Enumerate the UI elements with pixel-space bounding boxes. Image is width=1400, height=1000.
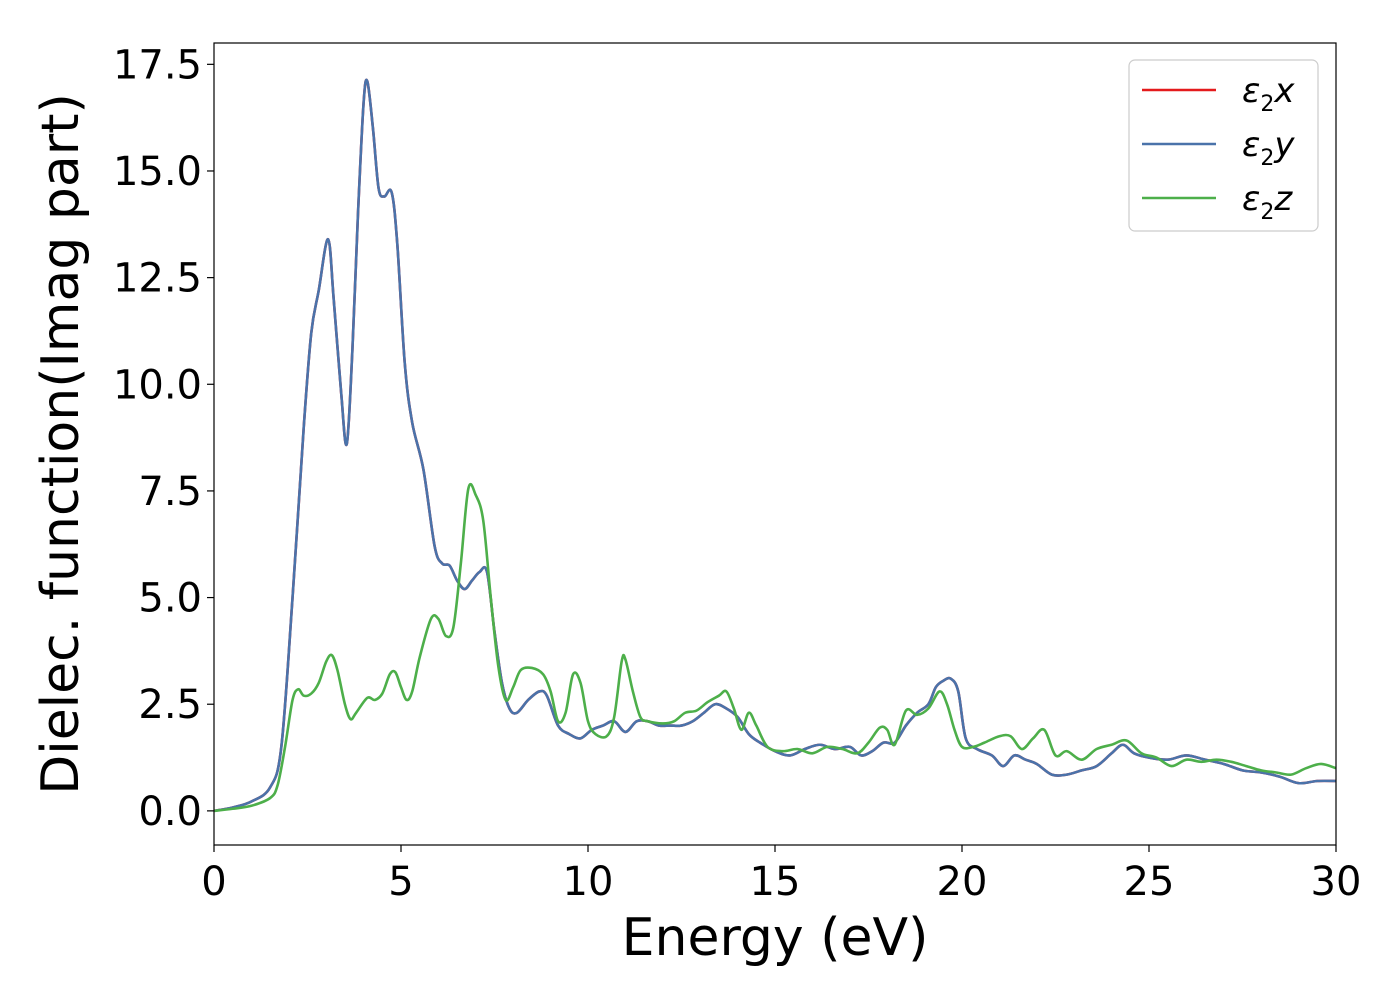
x-tick-label: 0: [201, 859, 226, 905]
legend-label-y: ε2y: [1242, 125, 1295, 171]
y-tick-label: 10.0: [113, 362, 202, 408]
x-tick-label: 5: [388, 859, 413, 905]
legend-box: [1128, 59, 1319, 232]
y-tick-label: 2.5: [138, 682, 202, 728]
legend-label-x: ε2x: [1242, 71, 1295, 117]
y-tick-label: 12.5: [113, 256, 202, 302]
y-tick-label: 17.5: [113, 42, 202, 88]
x-tick-label: 30: [1311, 859, 1362, 905]
legend: ε2x ε2y ε2z: [1128, 59, 1319, 232]
x-tick-label: 20: [937, 859, 988, 905]
series-line-z: [214, 482, 1336, 813]
legend-label-z: ε2z: [1242, 179, 1293, 225]
x-axis-title: Energy (eV): [622, 908, 929, 968]
series-layer: [214, 78, 1336, 813]
x-tick-label: 10: [563, 859, 614, 905]
y-tick-label: 7.5: [138, 469, 202, 515]
x-tick-label: 15: [750, 859, 801, 905]
y-axis-title: Dielec. function(Imag part): [31, 93, 91, 795]
y-tick-label: 15.0: [113, 149, 202, 195]
x-axis: 0 5 10 15 20 25 30: [201, 845, 1361, 905]
y-tick-label: 5.0: [138, 576, 202, 622]
x-tick-label: 25: [1124, 859, 1175, 905]
y-tick-label: 0.0: [138, 789, 202, 835]
y-axis: 0.0 2.5 5.0 7.5 10.0 12.5 15.0 17.5: [113, 42, 214, 835]
